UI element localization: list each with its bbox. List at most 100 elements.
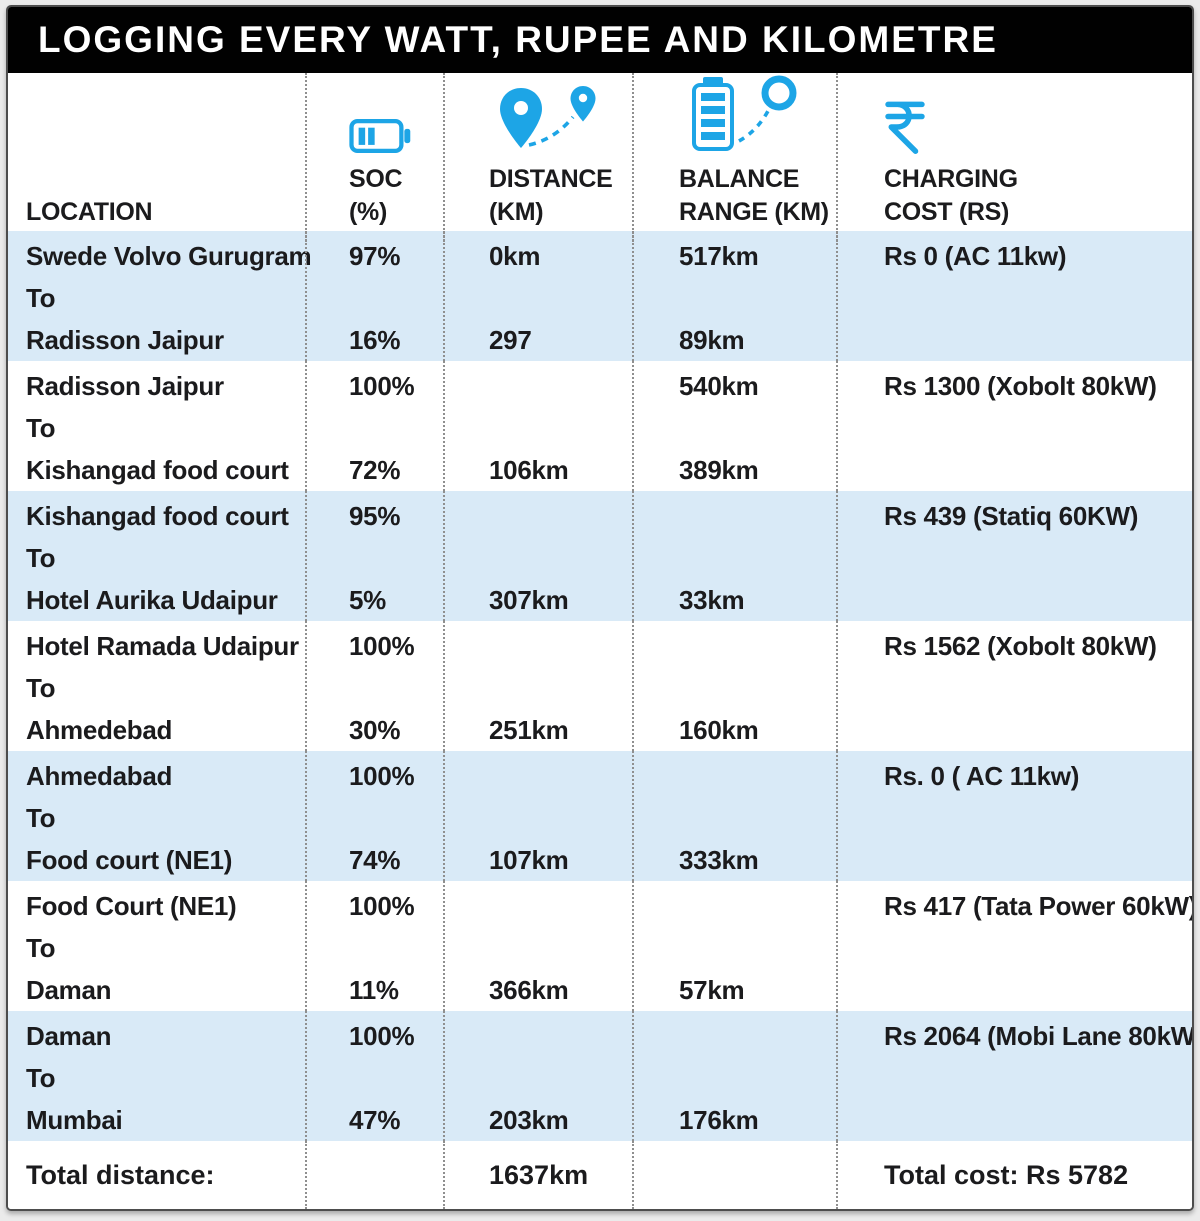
- trip-leg-row: Hotel Ramada Udaipur To Ahmedebad 100% 3…: [8, 621, 1192, 751]
- leg-distance-cell: 106km: [443, 361, 632, 491]
- column-header-balance-range: BALANCE RANGE (KM): [632, 73, 836, 242]
- from-balance-range: 540km: [679, 370, 759, 401]
- to-soc: 72%: [349, 454, 401, 485]
- page-title: LOGGING EVERY WATT, RUPEE AND KILOMETRE: [38, 19, 998, 60]
- leg-soc-cell: 100% 72%: [305, 361, 443, 491]
- from-location: Kishangad food court: [26, 500, 289, 531]
- from-distance: [489, 365, 632, 407]
- leg-cost-cell: Rs 439 (Statiq 60KW): [836, 491, 1192, 621]
- totals-soc-cell: [305, 1141, 443, 1209]
- to-label: To: [26, 802, 56, 833]
- leg-balance-cell: 517km 89km: [632, 231, 836, 361]
- trip-leg-row: Swede Volvo Gurugram To Radisson Jaipur …: [8, 231, 1192, 361]
- to-distance: 203km: [489, 1104, 569, 1135]
- leg-soc-cell: 100% 47%: [305, 1011, 443, 1141]
- to-balance-range: 176km: [679, 1104, 759, 1135]
- leg-distance-cell: 0km 297: [443, 231, 632, 361]
- to-label: To: [26, 282, 56, 313]
- to-location: Radisson Jaipur: [26, 324, 224, 355]
- to-label: To: [26, 412, 56, 443]
- to-location: Food court (NE1): [26, 844, 233, 875]
- battery-route-icon: [679, 73, 836, 155]
- to-location: Kishangad food court: [26, 454, 289, 485]
- charging-cost: Rs. 0 ( AC 11kw): [884, 760, 1080, 791]
- trip-leg-row: Kishangad food court To Hotel Aurika Uda…: [8, 491, 1192, 621]
- from-location: Daman: [26, 1020, 112, 1051]
- leg-location-cell: Hotel Ramada Udaipur To Ahmedebad: [8, 621, 305, 751]
- trip-log-table: LOCATION SOC (%): [8, 73, 1192, 1209]
- to-location: Ahmedebad: [26, 714, 173, 745]
- totals-balance-cell: [632, 1141, 836, 1209]
- to-balance-range: 57km: [679, 974, 745, 1005]
- from-soc: 100%: [349, 1020, 415, 1051]
- charging-cost-column-label: CHARGING COST (RS): [884, 165, 1018, 226]
- leg-location-cell: Radisson Jaipur To Kishangad food court: [8, 361, 305, 491]
- leg-location-cell: Food Court (NE1) To Daman: [8, 881, 305, 1011]
- leg-soc-cell: 100% 30%: [305, 621, 443, 751]
- trip-legs: Swede Volvo Gurugram To Radisson Jaipur …: [8, 231, 1192, 1141]
- from-soc: 100%: [349, 890, 415, 921]
- leg-balance-cell: 540km 389km: [632, 361, 836, 491]
- leg-distance-cell: 366km: [443, 881, 632, 1011]
- leg-distance-cell: 251km: [443, 621, 632, 751]
- from-soc: 100%: [349, 760, 415, 791]
- from-location: Ahmedabad: [26, 760, 173, 791]
- leg-location-cell: Swede Volvo Gurugram To Radisson Jaipur: [8, 231, 312, 361]
- to-label: To: [26, 672, 56, 703]
- from-balance-range: [679, 885, 836, 927]
- leg-cost-cell: Rs 1562 (Xobolt 80kW): [836, 621, 1192, 751]
- total-distance-value: 1637km: [443, 1141, 632, 1209]
- charging-cost: Rs 2064 (Mobi Lane 80kW): [884, 1020, 1194, 1051]
- trip-leg-row: Food Court (NE1) To Daman 100% 11% 366km…: [8, 881, 1192, 1011]
- leg-cost-cell: Rs. 0 ( AC 11kw): [836, 751, 1192, 881]
- to-soc: 47%: [349, 1104, 401, 1135]
- leg-balance-cell: 57km: [632, 881, 836, 1011]
- to-label: To: [26, 1062, 56, 1093]
- to-balance-range: 160km: [679, 714, 759, 745]
- from-balance-range: 517km: [679, 240, 759, 271]
- to-balance-range: 33km: [679, 584, 745, 615]
- from-distance: [489, 495, 632, 537]
- from-location: Radisson Jaipur: [26, 370, 224, 401]
- from-distance: [489, 885, 632, 927]
- to-label: To: [26, 542, 56, 573]
- to-soc: 5%: [349, 584, 386, 615]
- to-soc: 74%: [349, 844, 401, 875]
- from-location: Swede Volvo Gurugram: [26, 240, 312, 271]
- from-soc: 100%: [349, 370, 415, 401]
- from-distance: [489, 1015, 632, 1057]
- column-header-location: LOCATION: [8, 73, 305, 242]
- column-header-distance: DISTANCE (KM): [443, 73, 632, 242]
- from-balance-range: [679, 1015, 836, 1057]
- totals-row: Total distance: 1637km Total cost: Rs 57…: [8, 1141, 1192, 1209]
- column-header-charging-cost: CHARGING COST (RS): [836, 73, 1192, 242]
- to-location: Hotel Aurika Udaipur: [26, 584, 278, 615]
- leg-distance-cell: 307km: [443, 491, 632, 621]
- column-header-soc: SOC (%): [305, 73, 443, 242]
- route-pins-icon: [489, 85, 632, 155]
- soc-column-label: SOC (%): [349, 165, 403, 226]
- from-distance: [489, 625, 632, 667]
- to-location: Daman: [26, 974, 112, 1005]
- to-distance: 106km: [489, 454, 569, 485]
- from-soc: 95%: [349, 500, 401, 531]
- leg-balance-cell: 333km: [632, 751, 836, 881]
- to-balance-range: 333km: [679, 844, 759, 875]
- leg-cost-cell: Rs 0 (AC 11kw): [836, 231, 1192, 361]
- charging-cost: Rs 0 (AC 11kw): [884, 240, 1067, 271]
- to-soc: 30%: [349, 714, 401, 745]
- balance-range-column-label: BALANCE RANGE (KM): [679, 165, 829, 226]
- leg-location-cell: Daman To Mumbai: [8, 1011, 305, 1141]
- from-balance-range: [679, 495, 836, 537]
- leg-distance-cell: 203km: [443, 1011, 632, 1141]
- infographic-card: LOGGING EVERY WATT, RUPEE AND KILOMETRE …: [6, 5, 1194, 1211]
- from-distance: [489, 755, 632, 797]
- from-soc: 100%: [349, 630, 415, 661]
- from-location: Hotel Ramada Udaipur: [26, 630, 299, 661]
- charging-cost: Rs 1562 (Xobolt 80kW): [884, 630, 1157, 661]
- charging-cost: Rs 417 (Tata Power 60kW): [884, 890, 1194, 921]
- title-bar: LOGGING EVERY WATT, RUPEE AND KILOMETRE: [8, 7, 1192, 73]
- leg-soc-cell: 100% 11%: [305, 881, 443, 1011]
- to-balance-range: 89km: [679, 324, 745, 355]
- to-balance-range: 389km: [679, 454, 759, 485]
